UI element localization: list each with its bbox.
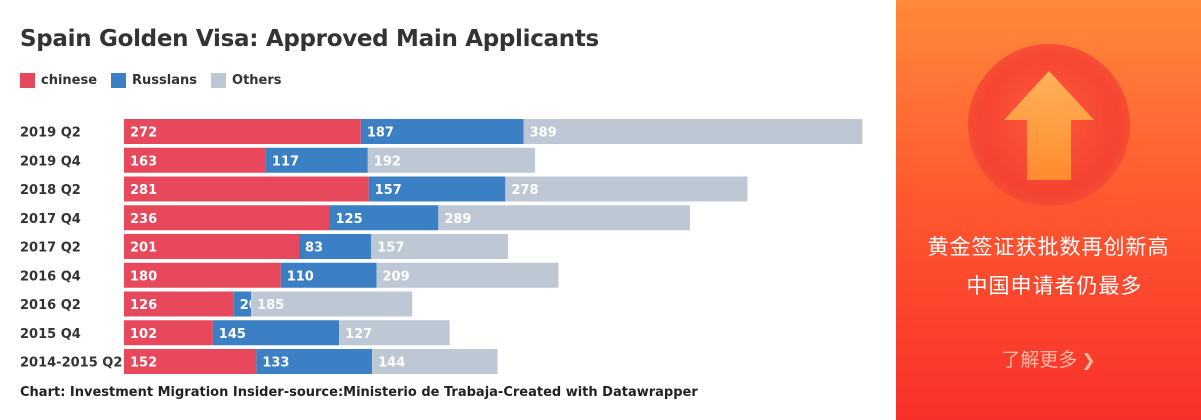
bar-russlans (299, 234, 372, 259)
bar-chinese (124, 262, 281, 288)
bar-value-label: 272 (130, 126, 157, 141)
up-arrow-icon (968, 44, 1130, 206)
bar-value-label: 192 (374, 154, 401, 169)
bar-chinese (124, 234, 300, 259)
bar-others (367, 147, 535, 173)
bar-value-label: 126 (130, 298, 157, 313)
bar-others (339, 320, 450, 346)
learn-more-link[interactable]: 了解更多 ❯ (896, 345, 1201, 372)
category-label: 2018 Q2 (20, 183, 81, 198)
bar-value-label: 289 (444, 212, 471, 227)
bar-russlans (360, 119, 524, 144)
bar-chinese (124, 119, 361, 144)
bar-value-label: 144 (378, 356, 405, 371)
legend-item-russlans: Russlans (111, 73, 197, 88)
chart-legend: chinese Russlans Others (20, 73, 296, 88)
learn-more-label: 了解更多 (1001, 349, 1078, 371)
bar-others (523, 119, 863, 144)
bar-chart: 2019 Q2 272 187 389 2019 Q4 163 117 192 2018 Q2 2… (20, 119, 863, 374)
bar-russlans (265, 147, 368, 173)
bar-value-label: 157 (375, 183, 402, 198)
legend-label: Russlans (132, 73, 198, 88)
bar-russlans (329, 205, 439, 231)
legend-swatch (20, 73, 35, 88)
bar-value-label: 133 (262, 356, 289, 371)
bar-value-label: 83 (305, 241, 323, 256)
legend-swatch (211, 73, 227, 88)
bar-value-label: 209 (383, 269, 410, 284)
category-label: 2017 Q2 (20, 241, 81, 256)
bar-value-label: 185 (257, 298, 284, 313)
chart-source-footer: Chart: Investment Migration Insider-sour… (20, 385, 698, 400)
legend-item-others: Others (211, 73, 282, 88)
bar-russlans (280, 262, 377, 288)
banner-subheadline: 中国申请者仍最多 (966, 274, 1143, 298)
bar-russlans (212, 320, 340, 346)
bar-chinese (124, 291, 234, 317)
bar-chinese (124, 320, 213, 346)
category-label: 2014-2015 Q2 (20, 356, 122, 371)
bar-value-label: 152 (130, 356, 157, 371)
bar-value-label: 236 (130, 212, 157, 227)
chart-panel: Spain Golden Visa: Approved Main Applica… (20, 26, 863, 400)
legend-label: chinese (41, 73, 98, 88)
bar-value-label: 127 (345, 327, 372, 342)
bar-value-label: 117 (272, 154, 299, 169)
bar-chinese (124, 205, 330, 231)
bar-value-label: 157 (377, 241, 404, 256)
bar-others (376, 262, 559, 288)
bar-chinese (124, 176, 369, 202)
bar-others (438, 205, 690, 231)
bar-value-label: 389 (530, 126, 557, 141)
bar-value-label: 281 (130, 183, 157, 198)
bar-value-label: 145 (219, 327, 246, 342)
bar-value-label: 187 (367, 126, 394, 141)
bar-value-label: 180 (130, 269, 157, 284)
bar-value-label: 102 (130, 327, 157, 342)
bar-value-label: 201 (130, 241, 157, 256)
banner-headline: 黄金签证获批数再创新高 (927, 235, 1170, 259)
chart-title: Spain Golden Visa: Approved Main Applica… (20, 26, 599, 52)
legend-label: Others (232, 73, 282, 88)
bar-others (371, 234, 508, 259)
bar-russlans (368, 176, 506, 202)
category-label: 2015 Q4 (20, 327, 81, 342)
chevron-right-icon: ❯ (1081, 351, 1096, 371)
bar-russlans (233, 291, 252, 317)
bar-value-label: 125 (335, 212, 362, 227)
category-label: 2016 Q2 (20, 298, 81, 313)
bar-value-label: 163 (130, 154, 157, 169)
category-label: 2019 Q2 (20, 126, 81, 141)
bar-chinese (124, 147, 266, 173)
bar-value-label: 110 (287, 269, 314, 284)
bar-value-label: 278 (511, 183, 538, 198)
category-label: 2017 Q4 (20, 212, 81, 227)
bar-others (505, 176, 748, 202)
category-label: 2016 Q4 (20, 269, 81, 284)
category-label: 2019 Q4 (20, 154, 81, 169)
promo-banner[interactable]: 黄金签证获批数再创新高 中国申请者仍最多 了解更多 ❯ (896, 0, 1201, 420)
bar-chinese (124, 349, 257, 374)
bar-others (372, 349, 498, 374)
bar-russlans (256, 349, 373, 374)
legend-item-chinese: chinese (20, 73, 97, 88)
legend-swatch (111, 73, 127, 88)
bar-others (251, 291, 413, 317)
